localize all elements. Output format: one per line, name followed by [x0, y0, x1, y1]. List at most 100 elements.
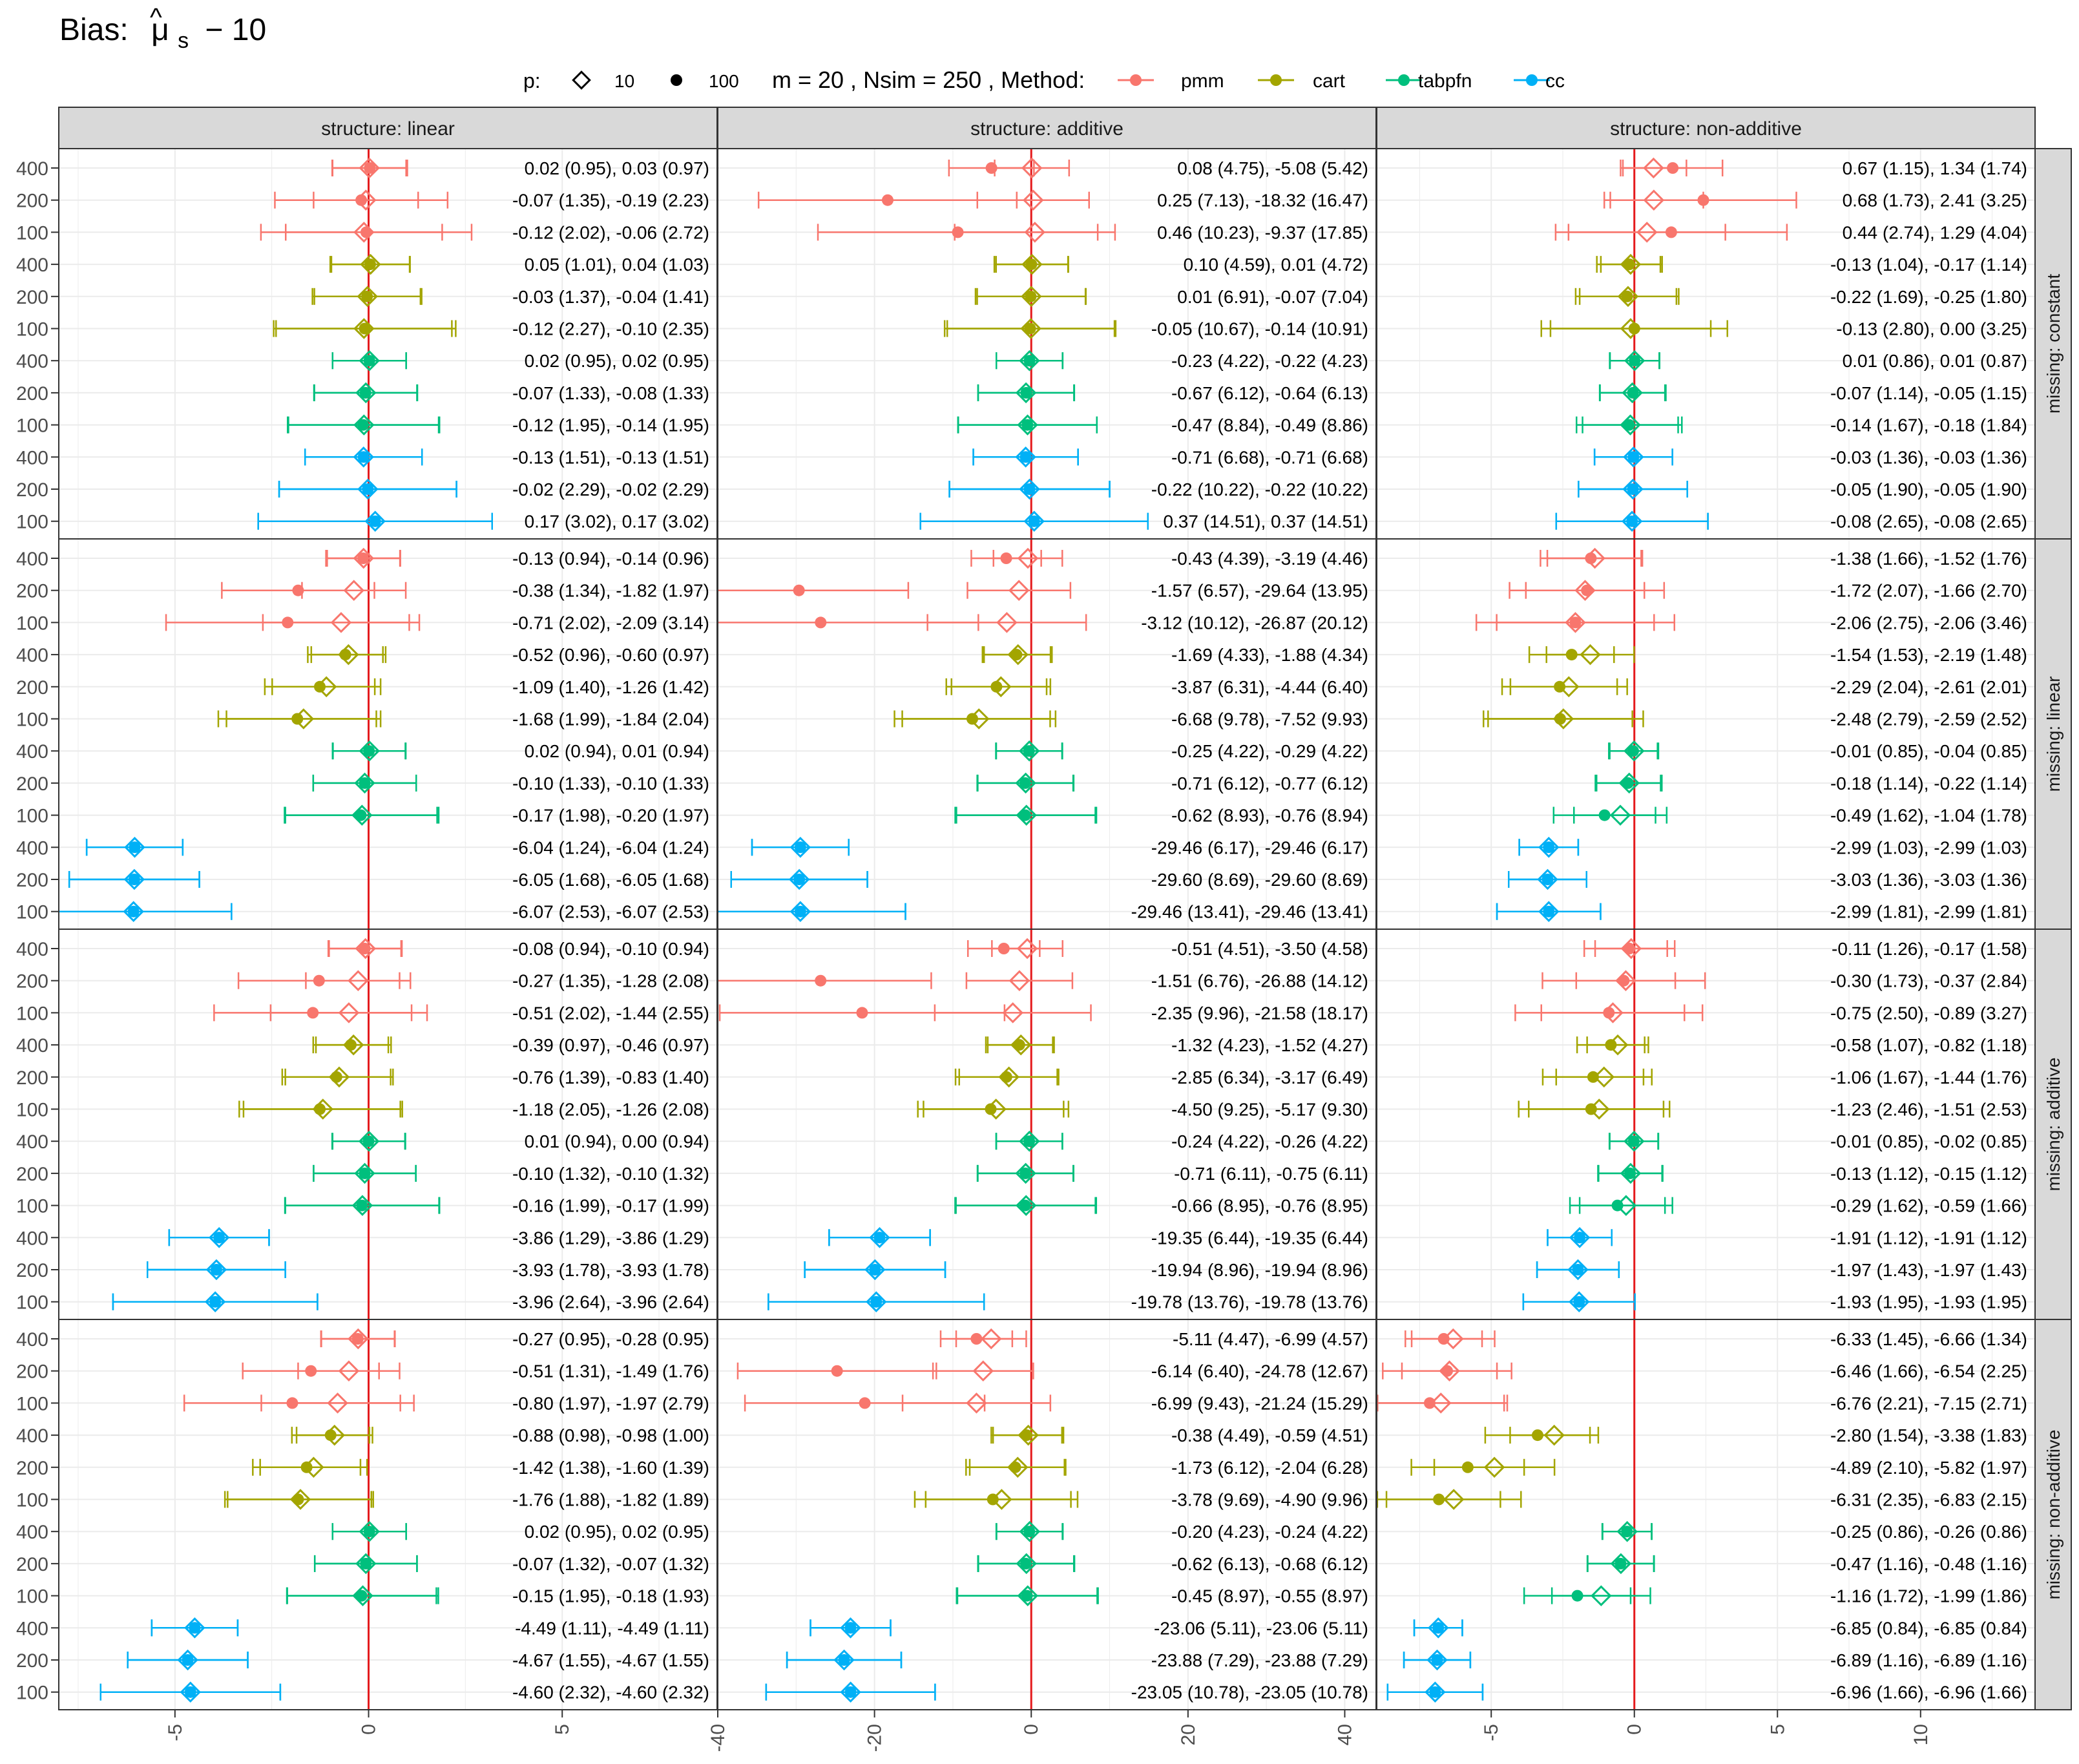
point-p10 — [1020, 318, 1041, 339]
value-label: -0.16 (1.99), -0.17 (1.99) — [512, 1196, 709, 1216]
point-p100 — [1587, 1071, 1599, 1083]
row-tabpfn-100: -0.15 (1.95), -0.18 (1.93) — [286, 1585, 709, 1606]
point-p100 — [360, 1557, 372, 1570]
point-p10 — [355, 382, 377, 404]
point-p100 — [359, 322, 371, 335]
row-cc-100: -2.99 (1.81), -2.99 (1.81) — [1496, 901, 2027, 922]
value-label: -0.13 (2.80), 0.00 (3.25) — [1836, 319, 2027, 339]
point-p10 — [1021, 253, 1043, 275]
point-p100 — [1025, 258, 1038, 271]
value-label: -0.51 (2.02), -1.44 (2.55) — [512, 1003, 709, 1023]
value-label: -0.03 (1.36), -0.03 (1.36) — [1830, 447, 2027, 467]
point-p10 — [1591, 1585, 1612, 1606]
row-strip-label: missing: additive — [2043, 1058, 2063, 1192]
value-label: -0.76 (1.39), -0.83 (1.40) — [512, 1067, 709, 1087]
point-p10 — [353, 414, 375, 436]
point-p10 — [1609, 804, 1631, 826]
row-cc-400: -6.04 (1.24), -6.04 (1.24) — [85, 837, 709, 858]
panels: structure: linear structure: additive stru… — [16, 107, 2072, 1752]
row-tabpfn-200: -0.18 (1.14), -0.22 (1.14) — [1594, 772, 2027, 794]
point-p10 — [1622, 478, 1644, 500]
point-p100 — [1665, 226, 1677, 238]
point-p100 — [213, 1232, 225, 1244]
row-pmm-400: 0.02 (0.95), 0.03 (0.97) — [331, 157, 709, 179]
legend-item-cc: cc — [1514, 70, 1565, 92]
point-p100 — [1627, 483, 1639, 495]
row-cart-100: -0.13 (2.80), 0.00 (3.25) — [1540, 318, 2027, 339]
point-p100 — [844, 1686, 857, 1698]
row-strip-label: missing: linear — [2043, 677, 2063, 792]
x-tick-label: 10 — [1910, 1724, 1932, 1745]
value-label: -6.89 (1.16), -6.89 (1.16) — [1830, 1650, 2027, 1670]
row-pmm-200: -1.51 (6.76), -26.88 (14.12) — [718, 970, 1368, 991]
value-label: -1.72 (2.07), -1.66 (2.70) — [1830, 581, 2027, 601]
y-tick-label: 200 — [16, 870, 48, 891]
row-cart-200: -2.85 (6.34), -3.17 (6.49) — [954, 1066, 1368, 1088]
row-cart-100: -1.76 (1.88), -1.82 (1.89) — [224, 1489, 709, 1510]
row-pmm-100: -3.12 (10.12), -26.87 (20.12) — [718, 612, 1368, 633]
point-p100 — [1010, 649, 1023, 661]
legend-p100-label: 100 — [709, 71, 739, 91]
point-p10 — [1620, 414, 1641, 436]
x-tick-label: 0 — [1021, 1724, 1042, 1735]
panel: 0.02 (0.95), 0.03 (0.97) -0.07 (1.35), -0… — [58, 148, 718, 540]
row-pmm-200: 0.25 (7.13), -18.32 (16.47) — [757, 189, 1368, 211]
row-cc-100: -23.05 (10.78), -23.05 (10.78) — [765, 1681, 1368, 1703]
value-label: -0.75 (2.50), -0.89 (3.27) — [1830, 1003, 2027, 1023]
column-strip — [58, 107, 718, 149]
point-p100 — [1574, 1232, 1586, 1244]
point-p100 — [1020, 386, 1032, 399]
row-cart-200: -4.89 (2.10), -5.82 (1.97) — [1410, 1456, 2027, 1478]
value-label: -2.80 (1.54), -3.38 (1.83) — [1830, 1425, 2027, 1445]
value-label: 0.67 (1.15), 1.34 (1.74) — [1843, 158, 2027, 178]
point-p10 — [1618, 772, 1640, 794]
point-p100 — [794, 841, 806, 854]
value-label: -29.46 (13.41), -29.46 (13.41) — [1131, 902, 1368, 922]
point-p10 — [1008, 580, 1030, 601]
point-p10 — [1439, 1360, 1460, 1381]
point-p100 — [363, 745, 375, 757]
value-label: -1.16 (1.72), -1.99 (1.86) — [1830, 1586, 2027, 1606]
y-tick-label: 100 — [16, 613, 48, 634]
point-p10 — [355, 1553, 377, 1575]
point-p10 — [1427, 1617, 1449, 1639]
y-tick-label: 100 — [16, 1683, 48, 1704]
value-label: -0.03 (1.37), -0.04 (1.41) — [512, 287, 709, 307]
row-cart-200: -1.73 (6.12), -2.04 (6.28) — [965, 1456, 1368, 1478]
point-p100 — [359, 943, 371, 954]
point-p10 — [1008, 970, 1030, 991]
row-tabpfn-100: -0.66 (8.95), -0.76 (8.95) — [954, 1195, 1368, 1216]
value-label: -0.39 (0.97), -0.46 (0.97) — [512, 1035, 709, 1055]
point-p100 — [1627, 386, 1639, 399]
legend-p10-label: 10 — [614, 71, 634, 91]
value-label: 0.01 (6.91), -0.07 (7.04) — [1177, 287, 1368, 307]
point-p100 — [1624, 1167, 1636, 1179]
point-p10 — [364, 510, 386, 532]
row-cc-100: 0.37 (14.51), 0.37 (14.51) — [919, 510, 1368, 532]
row-cart-200: -1.42 (1.38), -1.60 (1.39) — [252, 1456, 709, 1478]
point-p10 — [360, 253, 381, 275]
point-p100 — [1543, 841, 1555, 854]
point-p100 — [357, 552, 370, 564]
panel-background — [59, 929, 717, 1319]
point-p10 — [1016, 1553, 1037, 1575]
point-p100 — [1697, 194, 1709, 206]
value-label: -0.12 (1.95), -0.14 (1.95) — [512, 415, 709, 436]
point-p100 — [291, 713, 304, 725]
point-p10 — [1565, 612, 1586, 633]
row-pmm-200: -1.57 (6.57), -29.64 (13.95) — [718, 580, 1368, 601]
point-p10 — [343, 580, 365, 601]
y-tick-label: 400 — [16, 1329, 48, 1350]
point-p100 — [1023, 483, 1036, 495]
panel-background — [59, 149, 717, 539]
point-p10 — [1017, 547, 1039, 569]
row-cc-400: -0.13 (1.51), -0.13 (1.51) — [304, 446, 709, 468]
point-p10 — [1015, 446, 1036, 468]
row-tabpfn-400: -0.25 (4.22), -0.29 (4.22) — [995, 740, 1368, 762]
point-p100 — [1461, 1461, 1474, 1473]
x-tick-label: 0 — [359, 1724, 380, 1735]
value-label: -0.02 (2.29), -0.02 (2.29) — [512, 479, 709, 499]
point-p10 — [338, 644, 359, 666]
row-pmm-100: -6.76 (2.21), -7.15 (2.71) — [1377, 1392, 2027, 1414]
row-cc-400: -1.91 (1.12), -1.91 (1.12) — [1547, 1227, 2027, 1248]
